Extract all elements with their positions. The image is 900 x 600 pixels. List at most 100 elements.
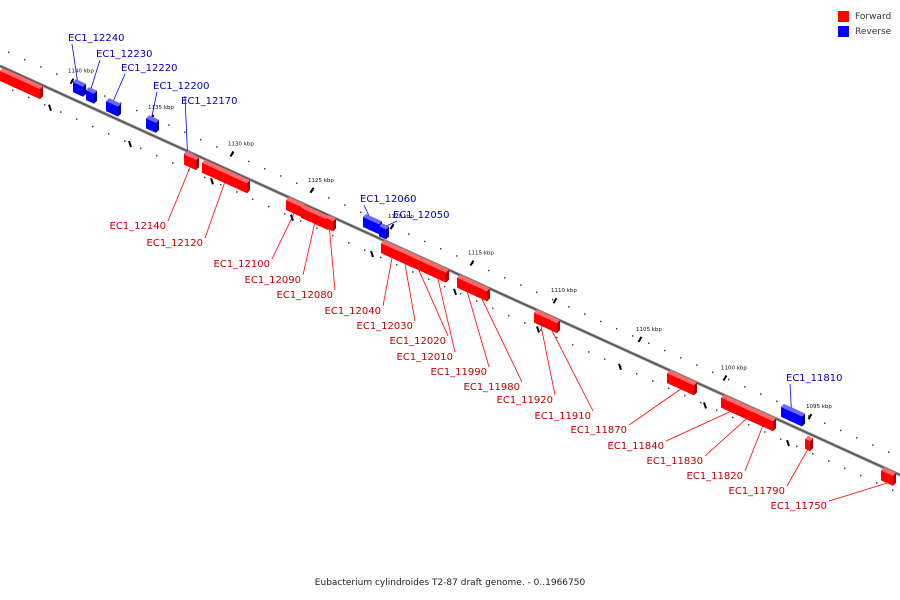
label-leader (704, 418, 747, 457)
gene-ec1-11790[interactable] (805, 435, 813, 452)
tick-label: 1140 kbp (68, 69, 94, 75)
gene-label[interactable]: EC1_12080 (277, 290, 333, 301)
gene-ec1-12230[interactable] (86, 87, 97, 104)
label-leader (271, 213, 295, 260)
major-tick (807, 413, 813, 420)
label-leader (167, 167, 191, 222)
gene-label[interactable]: EC1_12030 (357, 321, 413, 332)
gene-ec1-11820[interactable] (752, 408, 776, 432)
tick-label: 1115 kbp (468, 250, 494, 256)
major-tick (389, 223, 395, 230)
label-leader (828, 482, 888, 502)
tick-label: 1110 kbp (551, 288, 577, 294)
tick-layer: 1140 kbp 1135 kbp 1130 kbp 1125 kbp 1120 kbp… (48, 69, 832, 447)
gene-ec1-12220[interactable] (106, 98, 121, 117)
gene-label[interactable]: EC1_11750 (771, 501, 827, 512)
gene-ec1-12120[interactable] (202, 159, 250, 194)
gene-label[interactable]: EC1_12240 (68, 33, 124, 44)
gene-label[interactable]: EC1_12020 (390, 336, 446, 347)
upper-dotted-guide (8, 51, 890, 453)
gene-label[interactable]: EC1_11990 (431, 367, 487, 378)
label-leader (111, 73, 126, 105)
gene-ec1-11980[interactable] (477, 283, 490, 302)
legend-forward: Forward (838, 9, 891, 24)
gene-label[interactable]: EC1_12060 (360, 194, 416, 205)
gene-ec1-12080[interactable] (326, 215, 336, 232)
gene-ec1-12140[interactable] (184, 151, 199, 171)
gene-ec1-11750[interactable] (881, 467, 896, 486)
gene-label[interactable]: EC1_12050 (393, 210, 449, 221)
gene-label[interactable]: EC1_11840 (608, 441, 664, 452)
major-tick (469, 259, 475, 267)
label-leader (665, 411, 731, 442)
gene-label[interactable]: EC1_12090 (245, 275, 301, 286)
label-leader (418, 270, 449, 337)
gene-label[interactable]: EC1_11980 (464, 382, 520, 393)
gene-label[interactable]: EC1_11790 (729, 486, 785, 497)
gene-ec1-12050[interactable] (379, 223, 389, 240)
label-leader (481, 298, 523, 383)
tick-label: 1130 kbp (228, 141, 254, 147)
gene-ec1-12200[interactable] (146, 115, 159, 133)
label-leader (329, 229, 336, 291)
label-leader (404, 263, 416, 322)
gene-label[interactable]: EC1_12170 (181, 96, 237, 107)
label-leader (382, 258, 393, 307)
label-leader (71, 43, 79, 85)
label-leader (89, 59, 101, 93)
gene-label[interactable]: EC1_12200 (153, 81, 209, 92)
major-tick (722, 374, 728, 381)
label-leader (204, 182, 225, 239)
legend: Forward Reverse (838, 9, 891, 39)
gene-label[interactable]: EC1_11810 (786, 373, 842, 384)
tick-label: 1135 kbp (148, 105, 174, 111)
tick-label: 1125 kbp (308, 178, 334, 184)
gene-ec1-11910[interactable] (547, 315, 560, 334)
label-leader (150, 91, 158, 121)
lower-dotted-guide (12, 89, 894, 491)
reverse-swatch (838, 26, 849, 37)
label-leaders (71, 43, 888, 502)
tick-label: 1120 kbp (388, 214, 414, 220)
label-leader (789, 383, 792, 412)
gene-label[interactable]: EC1_11870 (571, 425, 627, 436)
label-leader (628, 388, 681, 426)
major-tick (552, 297, 558, 304)
gene-label[interactable]: EC1_12140 (110, 221, 166, 232)
gene-label[interactable]: EC1_11920 (497, 395, 553, 406)
label-leader (302, 223, 315, 276)
gene-ec1-11870[interactable] (667, 370, 697, 396)
tick-label: 1095 kbp (806, 404, 832, 410)
gene-labels: EC1_12240 EC1_12230 EC1_12220 EC1_12200 EC1_… (68, 33, 842, 512)
map-caption: Eubacterium cylindroides T2-87 draft gen… (314, 578, 586, 588)
forward-swatch (838, 11, 849, 22)
gene-ec1-12010[interactable] (430, 262, 449, 283)
gene-label[interactable]: EC1_11830 (647, 456, 703, 467)
gene-label[interactable]: EC1_11910 (535, 411, 591, 422)
gene-label[interactable]: EC1_12100 (214, 259, 270, 270)
gene-ec1-11810[interactable] (781, 403, 805, 427)
tick-label: 1105 kbp (636, 327, 662, 333)
label-leader (744, 426, 763, 472)
major-tick (637, 336, 643, 343)
legend-reverse-label: Reverse (855, 26, 892, 37)
gene-ec1-12240[interactable] (73, 79, 86, 97)
legend-forward-label: Forward (855, 11, 892, 22)
label-leader (467, 292, 490, 368)
gene-label[interactable]: EC1_11820 (687, 471, 743, 482)
gene-label[interactable]: EC1_12010 (397, 352, 453, 363)
gene-offscreen[interactable] (14, 74, 43, 100)
gene-layer (0, 68, 896, 486)
gene-label[interactable]: EC1_12220 (121, 63, 177, 74)
major-tick (69, 78, 75, 85)
major-tick (229, 150, 235, 157)
tick-label: 1100 kbp (721, 365, 747, 371)
gene-label[interactable]: EC1_12040 (325, 306, 381, 317)
major-tick (309, 187, 315, 194)
gene-label[interactable]: EC1_12230 (96, 49, 152, 60)
gene-label[interactable]: EC1_12120 (147, 238, 203, 249)
label-leader (437, 278, 456, 353)
legend-reverse: Reverse (838, 24, 891, 39)
label-leader (786, 449, 808, 487)
